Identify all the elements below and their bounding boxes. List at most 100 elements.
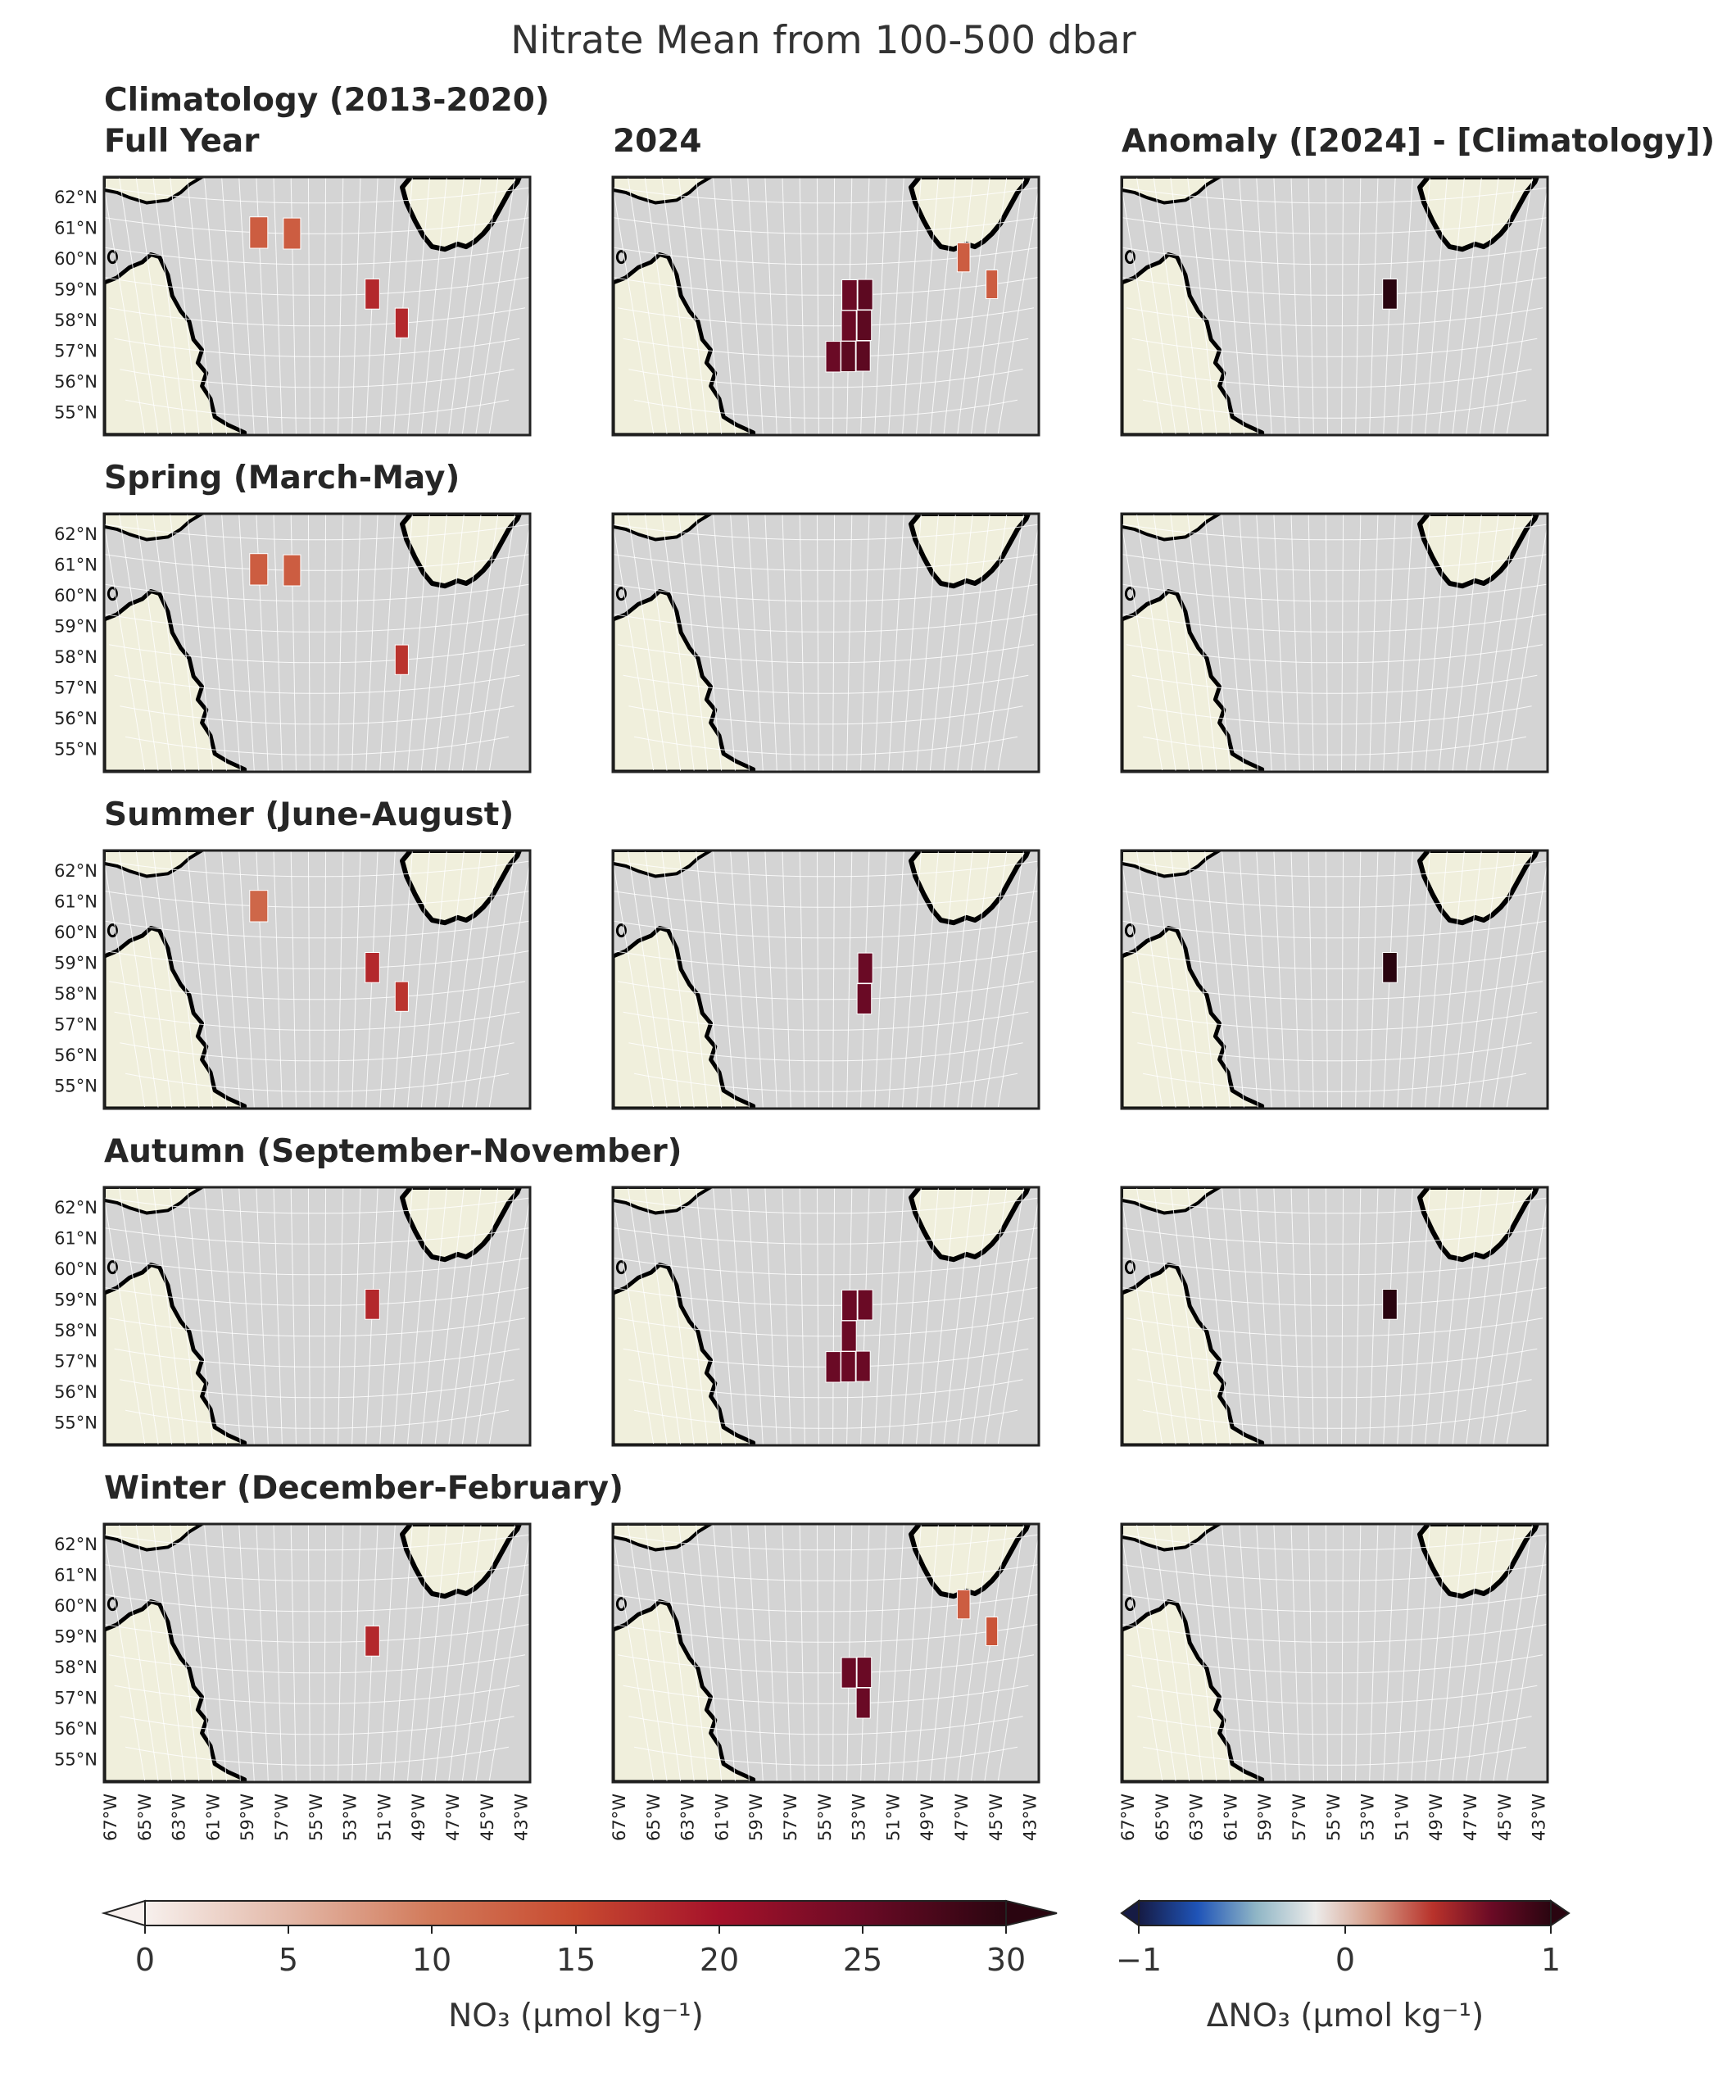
parallel-line xyxy=(613,1257,1039,1276)
data-cell xyxy=(841,1320,857,1352)
meridian-line xyxy=(1438,1524,1465,1782)
data-cell xyxy=(855,340,871,372)
meridian-line xyxy=(816,177,820,435)
parallel-line xyxy=(628,1042,1023,1062)
parallel-line xyxy=(104,583,530,602)
parallel-line xyxy=(617,644,1035,664)
meridian-line xyxy=(1369,1187,1379,1445)
no3-tick-15: 15 xyxy=(555,1942,596,1978)
parallel-line xyxy=(1131,338,1538,357)
meridian-line xyxy=(747,514,764,772)
parallel-line xyxy=(1122,950,1548,969)
parallel-line xyxy=(613,1564,1039,1581)
meridian-line xyxy=(713,514,737,772)
parallel-line xyxy=(114,1348,520,1367)
meridian-line xyxy=(984,850,1025,1109)
meridian-line xyxy=(1411,177,1430,435)
meridian-line xyxy=(902,850,922,1109)
parallel-line xyxy=(104,1534,530,1551)
data-cell xyxy=(365,279,380,310)
meridian-line xyxy=(1466,1187,1499,1445)
meridian-line xyxy=(1187,850,1217,1109)
parallel-line xyxy=(1122,1197,1548,1214)
lon-tick-label: 65°W xyxy=(1153,1794,1172,1841)
meridian-line xyxy=(488,521,530,771)
meridian-line xyxy=(1369,1524,1379,1782)
meridian-line xyxy=(290,850,297,1109)
parallel-line xyxy=(125,399,509,419)
parallel-line xyxy=(125,736,509,755)
parallel-line xyxy=(623,1685,1029,1704)
data-cell xyxy=(394,981,409,1012)
greenland-land xyxy=(909,1187,1031,1263)
no3-tick-30: 30 xyxy=(986,1942,1027,1978)
meridian-line xyxy=(1187,1524,1217,1782)
meridian-line xyxy=(420,850,447,1109)
meridian-line xyxy=(1479,850,1516,1109)
lat-tick-label: 61°N xyxy=(54,892,97,912)
meridian-line xyxy=(170,1187,200,1445)
lat-tick-label: 59°N xyxy=(54,617,97,637)
meridian-line xyxy=(929,177,956,435)
meridian-line xyxy=(613,1195,655,1445)
anomaly-colorbar-label: ΔNO₃ (μmol kg⁻¹) xyxy=(1206,1998,1484,2034)
meridian-line xyxy=(627,1524,668,1782)
meridian-line xyxy=(1273,514,1286,772)
parallel-line xyxy=(104,1594,530,1612)
meridian-line xyxy=(1466,1524,1499,1782)
lat-tick-label: 58°N xyxy=(54,311,97,330)
lat-tick-label: 55°N xyxy=(54,1077,97,1096)
data-cell xyxy=(1382,952,1398,983)
baffin-land xyxy=(613,1187,713,1215)
lon-tick-label: 43°W xyxy=(512,1794,532,1841)
meridian-line xyxy=(323,514,327,772)
map-panel-climatology-2: 62°N 61°N 60°N 59°N 58°N 57°N 56°N 55°N xyxy=(54,849,532,1110)
meridian-line xyxy=(1383,1524,1396,1782)
meridian-line xyxy=(696,1187,723,1445)
meridian-line xyxy=(170,850,200,1109)
meridian-line xyxy=(984,514,1025,772)
meridian-line xyxy=(434,514,465,772)
meridian-line xyxy=(678,177,709,435)
meridian-line xyxy=(713,1524,737,1782)
meridian-line xyxy=(1411,514,1430,772)
parallel-line xyxy=(1122,1534,1548,1551)
meridian-line xyxy=(1479,514,1516,772)
meridian-line xyxy=(1308,1524,1314,1782)
meridian-line xyxy=(970,1524,1008,1782)
meridian-line xyxy=(929,514,956,772)
meridian-line xyxy=(204,177,228,435)
anomaly-colorbar-min-arrow xyxy=(1120,1899,1140,1927)
parallel-line xyxy=(1122,1286,1548,1306)
meridian-line xyxy=(221,850,241,1109)
data-cell xyxy=(249,553,269,586)
meridian-line xyxy=(970,850,1008,1109)
meridian-line xyxy=(782,1524,791,1782)
meridian-line xyxy=(613,521,655,771)
data-cell xyxy=(841,1351,856,1383)
meridian-line xyxy=(627,177,668,435)
parallel-line xyxy=(104,554,530,571)
meridian-line xyxy=(1256,1187,1272,1445)
lon-tick-label: 59°W xyxy=(746,1794,766,1841)
meridian-line xyxy=(661,514,695,772)
meridian-line xyxy=(1325,850,1329,1109)
parallel-line xyxy=(634,1746,1018,1766)
meridian-line xyxy=(1355,1187,1362,1445)
meridian-line xyxy=(273,1524,283,1782)
meridian-line xyxy=(764,850,777,1109)
lat-tick-label: 55°N xyxy=(54,403,97,423)
meridian-line xyxy=(448,177,482,435)
parallel-line xyxy=(1122,920,1548,939)
meridian-line xyxy=(860,514,870,772)
meridian-line xyxy=(1452,177,1482,435)
meridian-line xyxy=(1273,1187,1286,1445)
meridian-line xyxy=(1256,850,1272,1109)
lat-tick-label: 56°N xyxy=(54,1719,97,1739)
meridian-line xyxy=(799,850,805,1109)
meridian-line xyxy=(984,1524,1025,1782)
meridian-line xyxy=(1170,1187,1203,1445)
meridian-line xyxy=(1325,1524,1329,1782)
meridian-line xyxy=(434,177,465,435)
lon-tick-label: 57°W xyxy=(272,1794,292,1841)
